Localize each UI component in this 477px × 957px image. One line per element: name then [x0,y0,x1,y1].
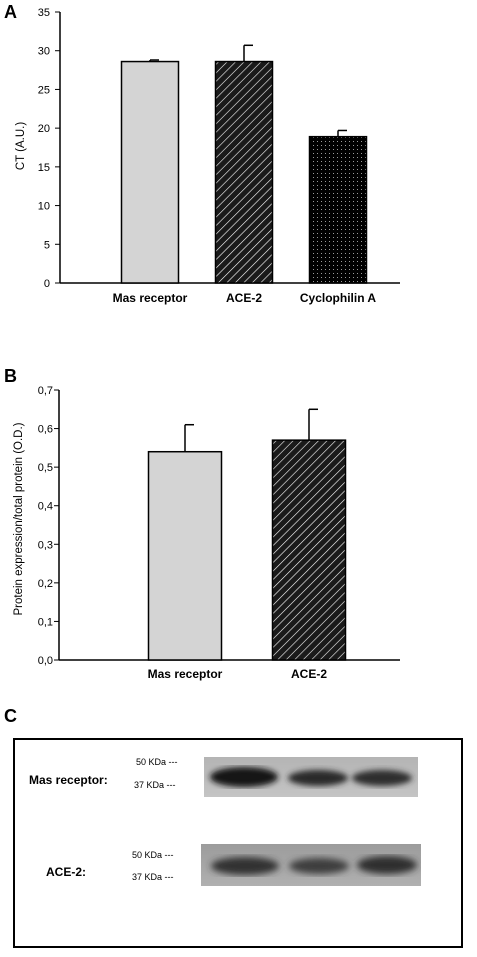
y-tick-label: 5 [44,239,50,251]
panel-letter-a: A [4,2,17,22]
x-category-label: ACE-2 [226,291,262,305]
y-tick-label: 20 [38,123,50,135]
chart-a: 0 5 10 15 20 25 30 35 Mas receptor ACE-2 Cyclophil… [15,7,400,305]
wb-band [289,858,349,874]
bar-2 [308,135,368,284]
chart-b-ylabel: Protein expression/total protein (O.D.) [13,422,25,615]
chart-b: 0,0 0,1 0,2 0,3 0,4 0,5 0,6 0,7 Mas receptor ACE-… [13,385,400,681]
y-tick-label: 0,4 [38,501,53,513]
x-category-label: Mas receptor [148,667,223,681]
bar-0 [120,60,180,284]
bar-1 [214,60,274,284]
y-tick-label: 0,5 [38,462,53,474]
wb-band [352,770,412,786]
wb-marker-37kda-ace2: 37 KDa --- [132,872,174,882]
wb-band [357,856,417,874]
y-tick-label: 0,7 [38,385,53,397]
panel-letter-b: B [4,366,17,386]
wb-band [288,770,348,786]
x-category-label: ACE-2 [291,667,327,681]
y-tick-label: 35 [38,7,50,19]
western-blot-panel: Mas receptor: 50 KDa --- 37 KDa --- ACE-… [13,738,463,948]
wb-marker-37kda: 37 KDa --- [134,780,176,790]
y-tick-label: 0,0 [38,655,53,667]
y-tick-label: 0,3 [38,539,53,551]
y-tick-label: 0,2 [38,578,53,590]
y-tick-label: 25 [38,84,50,96]
y-tick-label: 10 [38,201,50,213]
y-tick-label: 15 [38,162,50,174]
bar-0 [147,450,223,661]
wb-marker-50kda-ace2: 50 KDa --- [132,850,174,860]
y-tick-label: 0 [44,278,50,290]
chart-a-ylabel: CT (A.U.) [15,122,27,171]
x-category-label: Mas receptor [113,291,188,305]
x-category-label: Cyclophilin A [300,291,377,305]
wb-strip-mas-receptor [204,757,418,797]
wb-label-ace2: ACE-2: [46,865,87,879]
wb-strip-ace2 [201,844,421,886]
wb-band [211,857,279,875]
y-tick-label: 0,6 [38,424,53,436]
bar-1 [271,439,347,661]
panel-letter-c: C [4,706,17,726]
wb-marker-50kda: 50 KDa --- [136,757,178,767]
wb-label-mas-receptor: Mas receptor: [29,773,108,787]
y-tick-label: 30 [38,46,50,58]
y-tick-label: 0,1 [38,616,53,628]
wb-band [210,767,278,787]
